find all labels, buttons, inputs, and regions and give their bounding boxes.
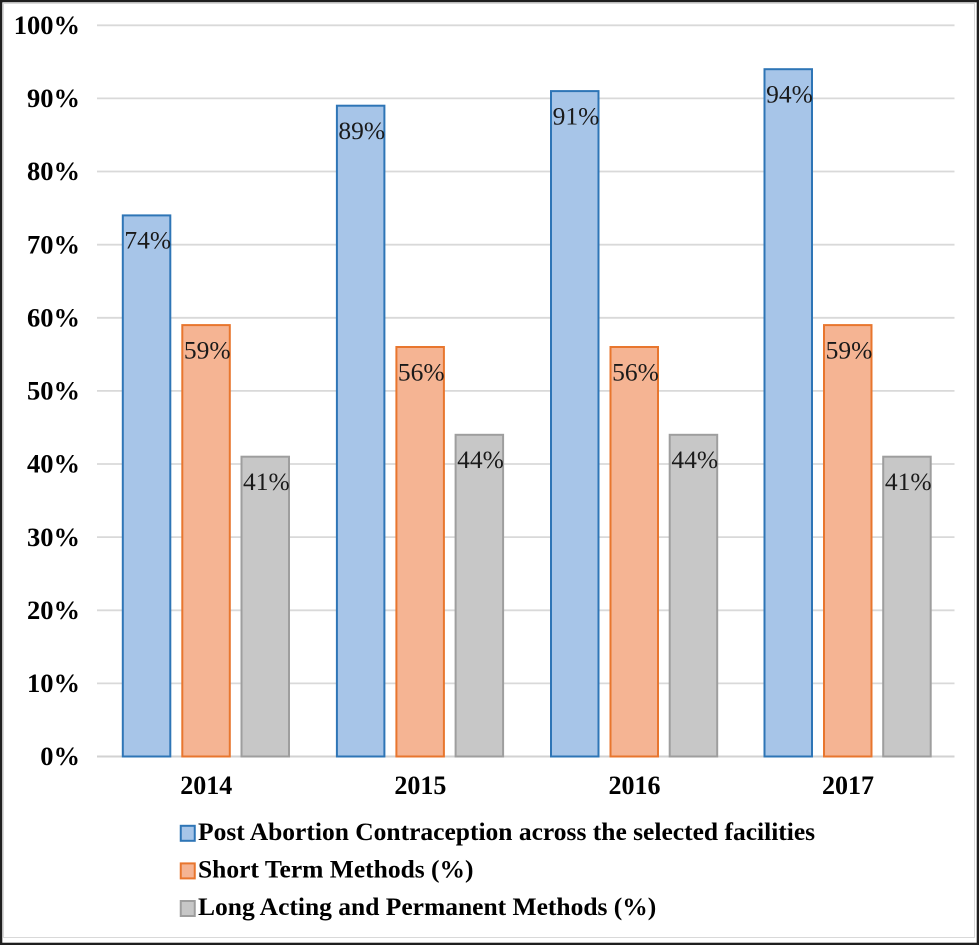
svg-text:100%: 100% [14,10,80,40]
svg-text:2015: 2015 [394,771,446,800]
svg-text:41%: 41% [885,467,932,496]
svg-text:59%: 59% [184,335,231,364]
svg-text:41%: 41% [243,467,290,496]
svg-text:40%: 40% [27,449,80,479]
svg-text:2017: 2017 [822,771,874,800]
svg-text:Long Acting and Permanent Meth: Long Acting and Permanent Methods (%) [198,892,656,921]
svg-text:10%: 10% [27,668,80,698]
svg-text:94%: 94% [766,80,813,109]
svg-text:20%: 20% [27,595,80,625]
svg-text:70%: 70% [27,229,80,259]
svg-text:89%: 89% [338,116,385,145]
svg-text:90%: 90% [27,83,80,113]
svg-text:30%: 30% [27,522,80,552]
svg-text:0%: 0% [40,741,80,771]
svg-text:2014: 2014 [180,771,232,800]
svg-text:60%: 60% [27,303,80,333]
svg-text:56%: 56% [612,357,659,386]
svg-text:44%: 44% [457,445,504,474]
svg-text:Post Abortion Contraception ac: Post Abortion Contraception across the s… [198,817,815,846]
svg-text:74%: 74% [124,226,171,255]
svg-text:80%: 80% [27,156,80,186]
svg-text:2016: 2016 [609,771,661,800]
svg-text:91%: 91% [553,101,600,130]
svg-text:44%: 44% [671,445,718,474]
svg-text:50%: 50% [27,376,80,406]
svg-text:59%: 59% [826,335,873,364]
svg-text:Short Term Methods (%): Short Term Methods (%) [198,854,474,883]
svg-text:56%: 56% [398,357,445,386]
